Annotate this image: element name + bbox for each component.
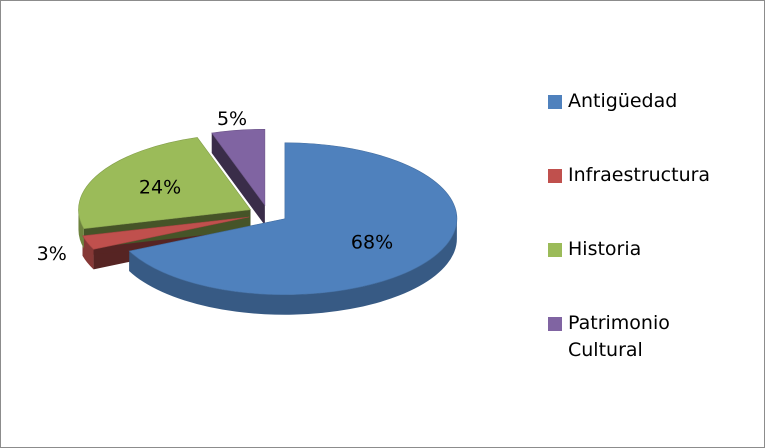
chart: 68% 3% 24% 5%: [37, 108, 458, 315]
legend-item: Historia: [548, 236, 753, 263]
slice: [211, 128, 266, 207]
slice-side: [82, 235, 94, 270]
legend-item: Patrimonio Cultural: [548, 310, 753, 364]
data-label: 3%: [37, 243, 67, 265]
legend-swatch: [548, 317, 562, 331]
slice: [82, 216, 250, 250]
data-label: 24%: [139, 176, 181, 198]
legend-item: Antigüedad: [548, 88, 753, 115]
slice: [128, 142, 458, 296]
legend-label: Historia: [568, 238, 642, 260]
slice: [78, 137, 252, 229]
legend-label: Infraestructura: [568, 164, 711, 186]
legend-item: Infraestructura: [548, 162, 753, 189]
slice-side: [129, 218, 457, 315]
legend-swatch: [548, 243, 562, 257]
data-label: 68%: [351, 232, 393, 254]
legend-label: Antigüedad: [568, 90, 678, 112]
legend-swatch: [548, 169, 562, 183]
data-label: 5%: [217, 108, 247, 130]
legend-swatch: [548, 95, 562, 109]
slice-wall: [211, 132, 265, 226]
legend-label: Patrimonio Cultural: [568, 312, 670, 361]
legend: Antigüedad Infraestructura Historia Patrimo…: [548, 88, 753, 411]
